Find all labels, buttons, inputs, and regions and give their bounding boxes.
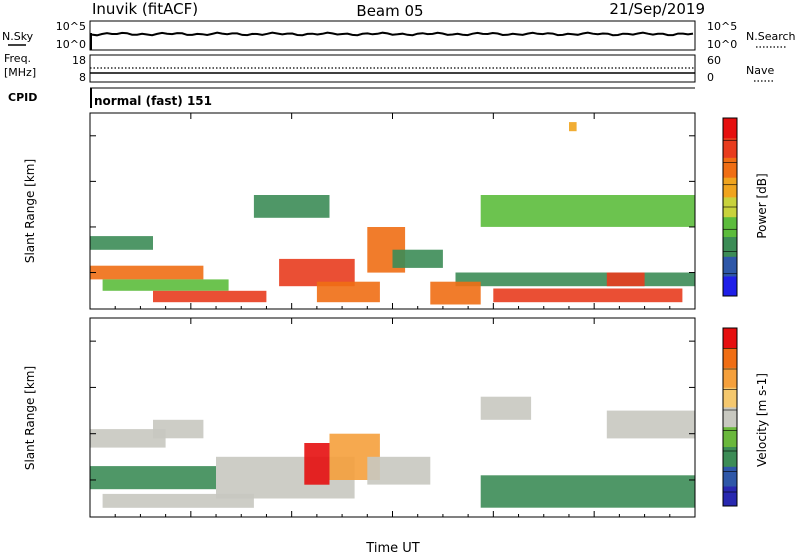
velocity-ylabel: Slant Range [km] — [23, 366, 37, 470]
colorbar-swatch — [723, 387, 737, 408]
velocity-y-axis — [90, 340, 695, 481]
colorbar-swatch — [723, 157, 737, 178]
nsearch-tick-bottom: 10^0 — [707, 38, 737, 51]
colorbar-swatch — [723, 256, 737, 277]
colorbar-swatch — [723, 407, 737, 428]
power-y-axis — [90, 135, 695, 274]
data-region — [480, 195, 695, 227]
nsky-panel: N.Sky 10^5 10^0 10^5 10^0 N.Search — [2, 20, 796, 51]
velocity-colorbar-label: Velocity [m s-1] — [755, 373, 769, 467]
colorbar-swatch — [723, 367, 737, 388]
data-region — [102, 493, 254, 508]
beam-label: Beam 05 — [356, 2, 423, 20]
nsky-label: N.Sky — [2, 30, 34, 43]
data-region — [367, 456, 431, 485]
data-region — [90, 466, 216, 490]
data-region — [493, 288, 683, 303]
colorbar-swatch — [723, 426, 737, 447]
nave-tick-bottom: 0 — [707, 71, 714, 84]
cpid-program: normal (fast) 151 — [94, 94, 212, 108]
freq-tick-top: 18 — [72, 54, 86, 67]
data-region — [606, 272, 645, 287]
velocity-panel: Slant Range [km] Velocity [m s-1] — [23, 317, 769, 518]
power-colorbar-label: Power [dB] — [755, 173, 769, 238]
nsky-tick-top: 10^5 — [56, 20, 86, 33]
power-panel: Slant Range [km] Power [dB] — [23, 112, 769, 310]
freq-panel: Freq. [MHz] 18 8 60 0 Nave — [4, 52, 774, 84]
nsearch-label: N.Search — [746, 30, 796, 43]
freq-tick-bottom: 8 — [79, 71, 86, 84]
data-region — [304, 443, 330, 485]
data-region — [153, 419, 204, 439]
nsearch-tick-top: 10^5 — [707, 20, 737, 33]
date-label: 21/Sep/2019 — [609, 0, 705, 18]
power-ylabel: Slant Range [km] — [23, 159, 37, 263]
velocity-colorbar — [722, 327, 738, 507]
data-region — [455, 272, 695, 287]
power-data-cells — [90, 122, 695, 305]
colorbar-swatch — [723, 118, 737, 139]
freq-label-line1: Freq. — [4, 52, 31, 65]
time-axis-title: Time UT — [365, 541, 419, 554]
data-region — [480, 396, 532, 420]
freq-label-line2: [MHz] — [4, 66, 36, 79]
data-region — [102, 279, 229, 291]
colorbar-frame — [722, 327, 738, 507]
data-region — [392, 249, 443, 268]
data-region — [606, 410, 695, 439]
colorbar-swatch — [723, 177, 737, 198]
site-title: Inuvik (fitACF) — [92, 0, 198, 18]
colorbar-swatch — [723, 216, 737, 237]
data-region — [430, 281, 481, 305]
colorbar-swatch — [723, 347, 737, 368]
cpid-panel: CPID normal (fast) 151 — [8, 87, 695, 108]
data-region — [569, 122, 577, 132]
nsky-trace — [91, 31, 694, 37]
nave-label: Nave — [746, 64, 774, 77]
colorbar-swatch — [723, 137, 737, 158]
data-region — [316, 281, 380, 303]
colorbar-swatch — [723, 486, 737, 507]
cpid-label: CPID — [8, 91, 37, 104]
data-region — [279, 258, 355, 287]
nsky-tick-bottom: 10^0 — [56, 38, 86, 51]
colorbar-swatch — [723, 276, 737, 297]
nave-tick-top: 60 — [707, 54, 721, 67]
colorbar-swatch — [723, 446, 737, 467]
colorbar-swatch — [723, 328, 737, 349]
power-colorbar — [722, 117, 738, 297]
velocity-data-cells — [90, 396, 695, 508]
data-region — [90, 265, 204, 280]
colorbar-swatch — [723, 466, 737, 487]
colorbar-swatch — [723, 236, 737, 257]
data-region — [153, 290, 267, 303]
data-region — [90, 236, 153, 250]
data-region — [253, 195, 330, 218]
data-region — [90, 429, 166, 448]
data-region — [480, 475, 695, 508]
time-axis — [89, 113, 696, 517]
